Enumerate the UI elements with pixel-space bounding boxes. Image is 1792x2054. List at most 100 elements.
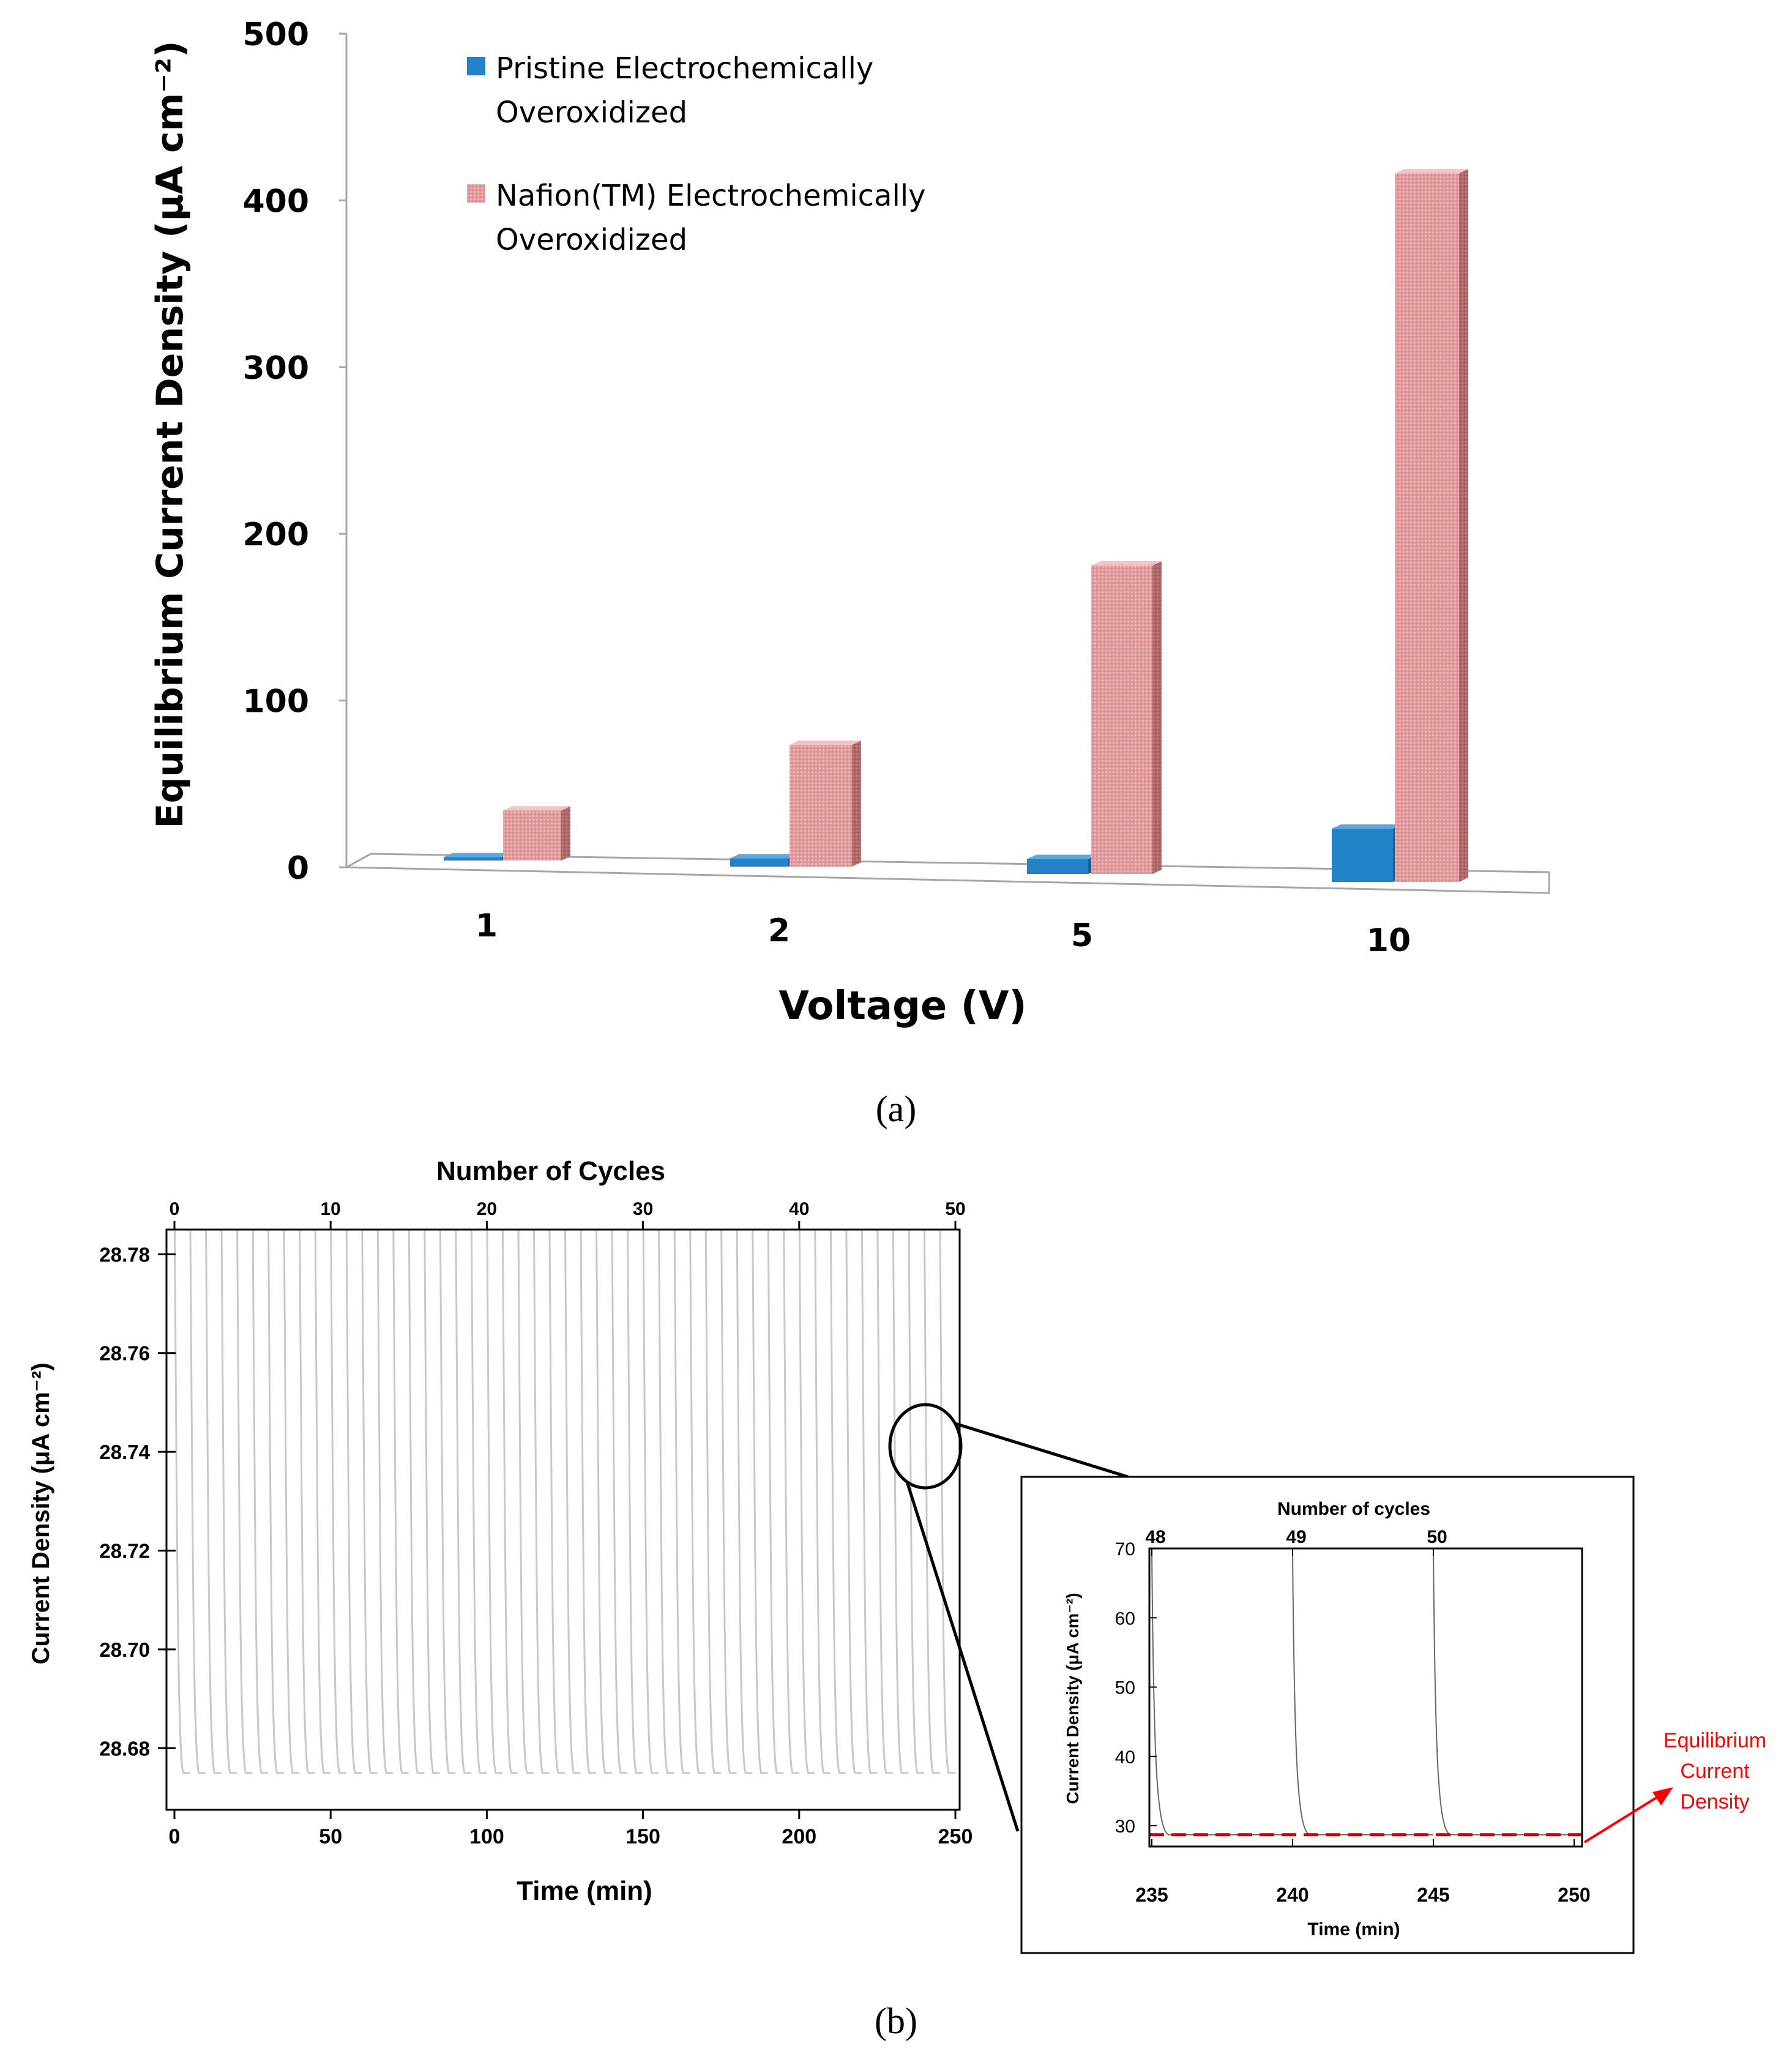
inset-annotation-line-3: Density (1680, 1790, 1749, 1813)
a-bar-front (1091, 566, 1152, 874)
b-top-tick-label: 10 (321, 1199, 341, 1219)
a-legend-label-pristine-1: Pristine Electrochemically (496, 51, 873, 86)
a-bar-pristine-5V (1027, 854, 1097, 874)
a-bar-nafion-5V (1091, 561, 1162, 874)
b-top-tick-label: 50 (945, 1199, 965, 1219)
a-legend-label-nafion-1: Nafion(TM) Electrochemically (496, 179, 926, 213)
a-y-axis-label: Equilibrium Current Density (μA cm⁻²) (149, 40, 192, 828)
b-top-tick-label: 0 (170, 1199, 180, 1219)
b-top-ticks: 0 10 20 30 40 50 (170, 1199, 966, 1230)
a-y-ticks: 0 100 200 300 400 500 (242, 17, 346, 887)
a-bar-front (1395, 173, 1459, 882)
b-x-tick-label: 50 (319, 1825, 342, 1848)
inset-y-tick-label: 60 (1115, 1608, 1135, 1629)
b-top-tick-label: 40 (789, 1199, 809, 1219)
a-bar-top (444, 853, 511, 857)
inset-top-ticks: 48 49 50 (1145, 1527, 1447, 1556)
b-x-ticks: 0 50 100 150 200 250 (169, 1810, 973, 1848)
a-bar-pristine-2V (730, 854, 797, 867)
b-top-axis-label: Number of Cycles (436, 1156, 665, 1186)
a-bar-side (1459, 169, 1468, 882)
inset-top-tick-label: 50 (1427, 1527, 1447, 1547)
b-y-ticks: 28.68 28.70 28.72 28.74 28.76 28.78 (99, 1243, 176, 1760)
a-bar-nafion-2V (790, 741, 861, 867)
b-current-trace (174, 1229, 955, 1774)
b-x-tick-label: 100 (469, 1825, 504, 1848)
inset-y-tick-label: 30 (1115, 1817, 1135, 1837)
inset-y-tick-label: 40 (1115, 1747, 1135, 1768)
b-x-tick-label: 0 (169, 1825, 181, 1848)
a-bar-nafion-1V (503, 806, 570, 861)
b-plot-frame-top (165, 1228, 961, 1811)
inset-plot-frame (1148, 1547, 1583, 1848)
a-bar-nafion-10V (1395, 169, 1468, 882)
inset-x-ticks: 235 240 245 250 (1135, 1839, 1591, 1906)
a-bar-pristine-10V (1332, 824, 1402, 882)
inset-current-trace (1151, 1550, 1574, 1836)
a-bar-pristine-1V (444, 853, 511, 861)
b-x-tick-label: 150 (625, 1825, 660, 1848)
a-bar-side (561, 806, 570, 861)
a-y-tick-label: 0 (287, 850, 309, 887)
a-bar-front (1332, 828, 1393, 882)
inset-plot-frame-top (1148, 1547, 1583, 1848)
b-zoom-line-upper (955, 1422, 1129, 1479)
a-bar-top (1395, 169, 1468, 174)
inset-top-tick-label: 48 (1145, 1527, 1165, 1547)
b-panel-label: (b) (875, 2001, 917, 2041)
a-y-tick-label: 200 (242, 517, 309, 553)
a-bar-top (1332, 824, 1402, 829)
a-y-tick-label: 500 (242, 17, 309, 53)
inset-x-tick-label: 235 (1135, 1884, 1168, 1906)
a-bar-front (503, 810, 561, 861)
b-y-tick-label: 28.68 (99, 1737, 150, 1760)
a-legend-swatch-nafion (467, 184, 485, 203)
b-x-tick-label: 250 (938, 1825, 973, 1848)
a-x-tick-label-5: 5 (1071, 917, 1093, 954)
inset-annotation-line-1: Equilibrium (1663, 1729, 1766, 1752)
a-legend-swatch-pristine (467, 57, 485, 75)
b-inset: 30 40 50 60 70 235 240 245 250 48 49 50 Number of… (1020, 1476, 1766, 1954)
panel-a: 0 100 200 300 400 500 Equilibrium Current Den… (149, 17, 1550, 1129)
a-x-tick-label-2: 2 (768, 913, 790, 949)
b-y-tick-label: 28.74 (99, 1441, 150, 1463)
inset-y-ticks: 30 40 50 60 70 (1115, 1539, 1157, 1837)
a-bar-top (790, 741, 861, 745)
a-legend-item-pristine: Pristine Electrochemically Overoxidized (467, 51, 873, 130)
a-legend: Pristine Electrochemically Overoxidized … (467, 51, 926, 257)
inset-annotation-line-2: Current (1680, 1760, 1750, 1783)
b-y-tick-label: 28.70 (99, 1638, 150, 1661)
inset-top-tick-label: 49 (1286, 1527, 1306, 1547)
inset-x-tick-label: 240 (1276, 1884, 1309, 1906)
a-bar-front (444, 857, 502, 861)
a-legend-label-nafion-2: Overoxidized (496, 223, 687, 257)
a-bars (444, 169, 1468, 882)
b-x-tick-label: 200 (782, 1825, 816, 1848)
b-y-tick-label: 28.76 (99, 1342, 150, 1365)
inset-y-tick-label: 70 (1115, 1539, 1135, 1559)
b-y-axis-label: Current Density (μA cm⁻²) (28, 1362, 54, 1664)
inset-x-axis-label: Time (min) (1307, 1919, 1400, 1940)
a-floor (343, 853, 1550, 894)
inset-y-axis-label: Current Density (μA cm⁻²) (1063, 1593, 1082, 1804)
a-x-axis-label: Voltage (V) (778, 984, 1026, 1029)
a-bar-top (1091, 561, 1162, 566)
b-zoom-circle (888, 1403, 963, 1490)
inset-x-tick-label: 245 (1417, 1884, 1449, 1906)
a-panel-label: (a) (876, 1089, 917, 1129)
a-bar-front (790, 745, 852, 867)
b-x-axis-label: Time (min) (517, 1876, 652, 1906)
a-bar-top (730, 854, 797, 859)
a-legend-label-pristine-2: Overoxidized (496, 95, 687, 130)
inset-x-tick-label: 250 (1558, 1884, 1590, 1906)
b-y-tick-label: 28.72 (99, 1540, 150, 1563)
a-legend-item-nafion: Nafion(TM) Electrochemically Overoxidize… (467, 179, 926, 257)
a-y-tick-label: 400 (242, 183, 309, 220)
a-x-tick-label-10: 10 (1367, 922, 1411, 959)
a-y-tick-label: 300 (242, 350, 309, 387)
b-plot-frame (165, 1228, 961, 1811)
a-bar-side (852, 741, 861, 867)
inset-annotation-arrow-head (1652, 1787, 1673, 1806)
